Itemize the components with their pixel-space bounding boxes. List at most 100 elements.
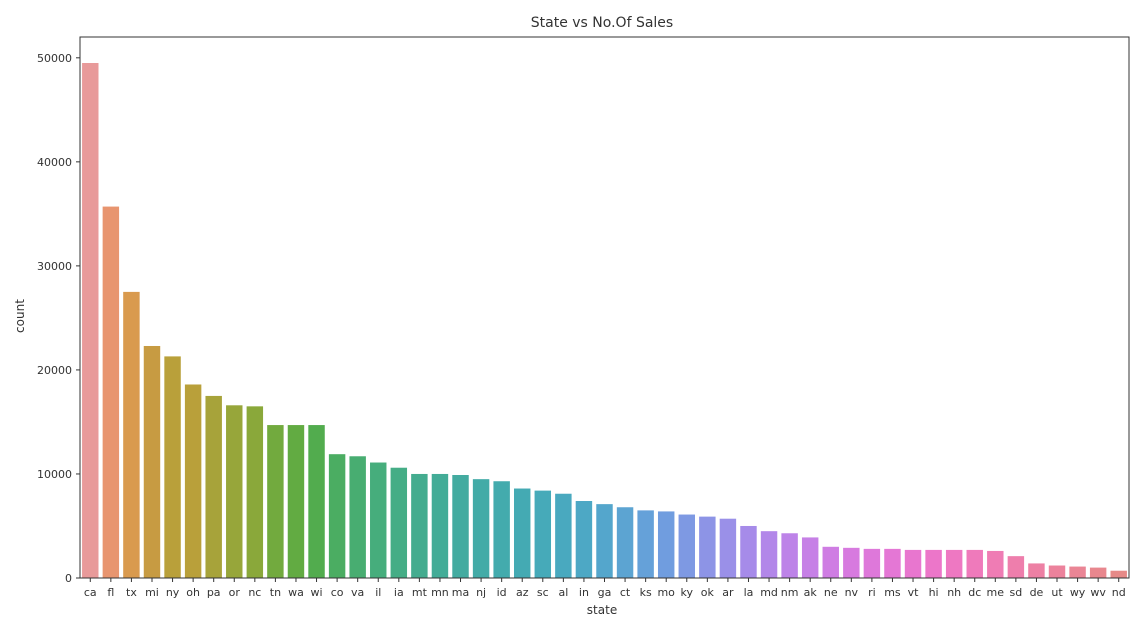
y-tick-label: 40000 — [37, 156, 72, 169]
x-tick-label: nc — [248, 586, 261, 599]
x-tick-label: tx — [126, 586, 137, 599]
x-tick-label: hi — [929, 586, 939, 599]
y-tick-label: 20000 — [37, 364, 72, 377]
x-tick-label: wy — [1070, 586, 1086, 599]
x-tick-label: ma — [452, 586, 469, 599]
bar-ks — [637, 510, 654, 579]
x-tick-label: mt — [412, 586, 428, 599]
x-tick-label: ms — [884, 586, 901, 599]
x-tick-label: nm — [781, 586, 799, 599]
bar-mo — [657, 511, 675, 578]
x-tick-label: ks — [640, 586, 652, 599]
x-tick-label: il — [375, 586, 381, 599]
x-tick-label: mo — [657, 586, 675, 599]
bar-pa — [205, 395, 222, 578]
bar-ar — [719, 518, 737, 578]
bar-ia — [390, 467, 408, 578]
x-tick-label: ne — [824, 586, 838, 599]
bar-oh — [184, 384, 202, 578]
bar-wa — [287, 425, 305, 578]
x-tick-label: ut — [1051, 586, 1063, 599]
bar-wv — [1089, 567, 1107, 578]
bar-ca — [82, 63, 99, 578]
x-tick-label: sd — [1010, 586, 1023, 599]
x-tick-label: in — [579, 586, 589, 599]
x-tick-label: ny — [166, 586, 180, 599]
x-tick-label: ct — [620, 586, 631, 599]
bar-or — [226, 405, 243, 578]
x-tick-label: ca — [84, 586, 97, 599]
x-tick-label: va — [351, 586, 364, 599]
bar-ct — [616, 507, 634, 578]
y-tick-label: 0 — [65, 572, 72, 585]
x-tick-label: wi — [311, 586, 323, 599]
bar-nh — [945, 549, 963, 578]
x-tick-label: id — [497, 586, 507, 599]
bar-co — [328, 454, 346, 578]
bar-dc — [966, 549, 983, 578]
bar-in — [575, 501, 593, 578]
x-tick-label: ia — [394, 586, 404, 599]
bar-me — [987, 550, 1004, 578]
x-tick-label: tn — [270, 586, 281, 599]
x-tick-label: ky — [681, 586, 694, 599]
bar-az — [514, 488, 531, 578]
x-axis-label: state — [587, 603, 617, 617]
x-tick-label: fl — [107, 586, 114, 599]
chart-title: State vs No.Of Sales — [531, 15, 673, 31]
y-axis-label: count — [13, 299, 27, 333]
x-tick-label: nh — [947, 586, 961, 599]
bar-ny — [164, 356, 181, 578]
bar-tn — [267, 425, 284, 578]
bar-nd — [1110, 570, 1127, 578]
bar-nm — [781, 533, 798, 578]
bar-ok — [699, 516, 716, 578]
x-tick-label: mn — [431, 586, 449, 599]
x-tick-label: wv — [1090, 586, 1106, 599]
x-tick-label: nv — [845, 586, 859, 599]
bar-sc — [534, 490, 552, 578]
x-tick-label: ak — [804, 586, 818, 599]
y-tick-label: 30000 — [37, 260, 72, 273]
bar-ga — [596, 504, 613, 578]
bar-wy — [1069, 566, 1086, 578]
bar-ne — [822, 546, 839, 578]
x-tick-label: la — [744, 586, 754, 599]
x-tick-label: nd — [1112, 586, 1126, 599]
bar-mi — [143, 345, 161, 578]
x-tick-label: vt — [908, 586, 920, 599]
bar-tx — [123, 291, 140, 578]
bar-va — [349, 456, 366, 578]
bar-sd — [1007, 556, 1025, 578]
bar-ma — [452, 475, 469, 578]
bar-la — [740, 525, 757, 578]
bar-fl — [102, 206, 120, 578]
x-tick-label: me — [987, 586, 1005, 599]
x-tick-label: or — [229, 586, 241, 599]
bar-al — [555, 493, 572, 578]
x-tick-label: ga — [598, 586, 612, 599]
y-tick-label: 50000 — [37, 52, 72, 65]
bar-nc — [246, 406, 264, 578]
bar-nv — [843, 547, 860, 578]
bar-nj — [472, 479, 490, 578]
x-tick-label: mi — [145, 586, 159, 599]
bars-layer — [82, 63, 1127, 579]
bar-mn — [431, 473, 449, 578]
x-tick-label: al — [558, 586, 568, 599]
plot-frame — [79, 36, 1130, 579]
bar-hi — [925, 549, 942, 578]
bar-mt — [411, 473, 428, 578]
x-tick-label: ar — [722, 586, 734, 599]
x-tick-label: nj — [476, 586, 486, 599]
x-tick-label: wa — [288, 586, 304, 599]
y-ticks-layer: 0 10000 20000 30000 40000 50000 — [37, 52, 80, 585]
x-ticks-layer: ca fl tx mi ny oh pa or nc tn wa wi co va il ia mt mn ma nj… — [84, 578, 1126, 599]
x-tick-label: pa — [207, 586, 221, 599]
x-tick-label: dc — [968, 586, 981, 599]
x-tick-label: ok — [701, 586, 715, 599]
bar-ky — [678, 514, 695, 578]
x-tick-label: az — [516, 586, 529, 599]
